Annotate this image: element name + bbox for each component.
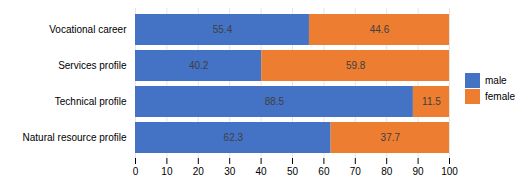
html-text:male: male — [485, 74, 507, 86]
svg-text:Services profile: Services profile — [58, 60, 127, 71]
svg-text:90: 90 — [413, 166, 425, 177]
svg-text:11.5: 11.5 — [422, 96, 441, 107]
svg-text:50: 50 — [287, 166, 299, 177]
html-text:female: female — [485, 90, 515, 102]
svg-text:62.3: 62.3 — [224, 132, 244, 143]
svg-text:70: 70 — [350, 166, 362, 177]
svg-text:44.6: 44.6 — [370, 24, 390, 35]
svg-text:80: 80 — [381, 166, 393, 177]
svg-text:20: 20 — [193, 166, 205, 177]
svg-text:10: 10 — [161, 166, 173, 177]
svg-text:Technical profile: Technical profile — [55, 96, 127, 107]
svg-text:37.7: 37.7 — [381, 132, 401, 143]
svg-text:40.2: 40.2 — [189, 60, 209, 71]
svg-text:0: 0 — [133, 166, 139, 177]
svg-text:55.4: 55.4 — [213, 24, 233, 35]
svg-text:100: 100 — [441, 166, 458, 177]
svg-text:60: 60 — [318, 166, 330, 177]
svg-text:59.8: 59.8 — [346, 60, 366, 71]
svg-text:Vocational career: Vocational career — [49, 24, 127, 35]
svg-text:40: 40 — [256, 166, 268, 177]
svg-text:88.5: 88.5 — [265, 96, 285, 107]
svg-text:Natural resource profile: Natural resource profile — [23, 132, 127, 143]
svg-text:30: 30 — [224, 166, 236, 177]
